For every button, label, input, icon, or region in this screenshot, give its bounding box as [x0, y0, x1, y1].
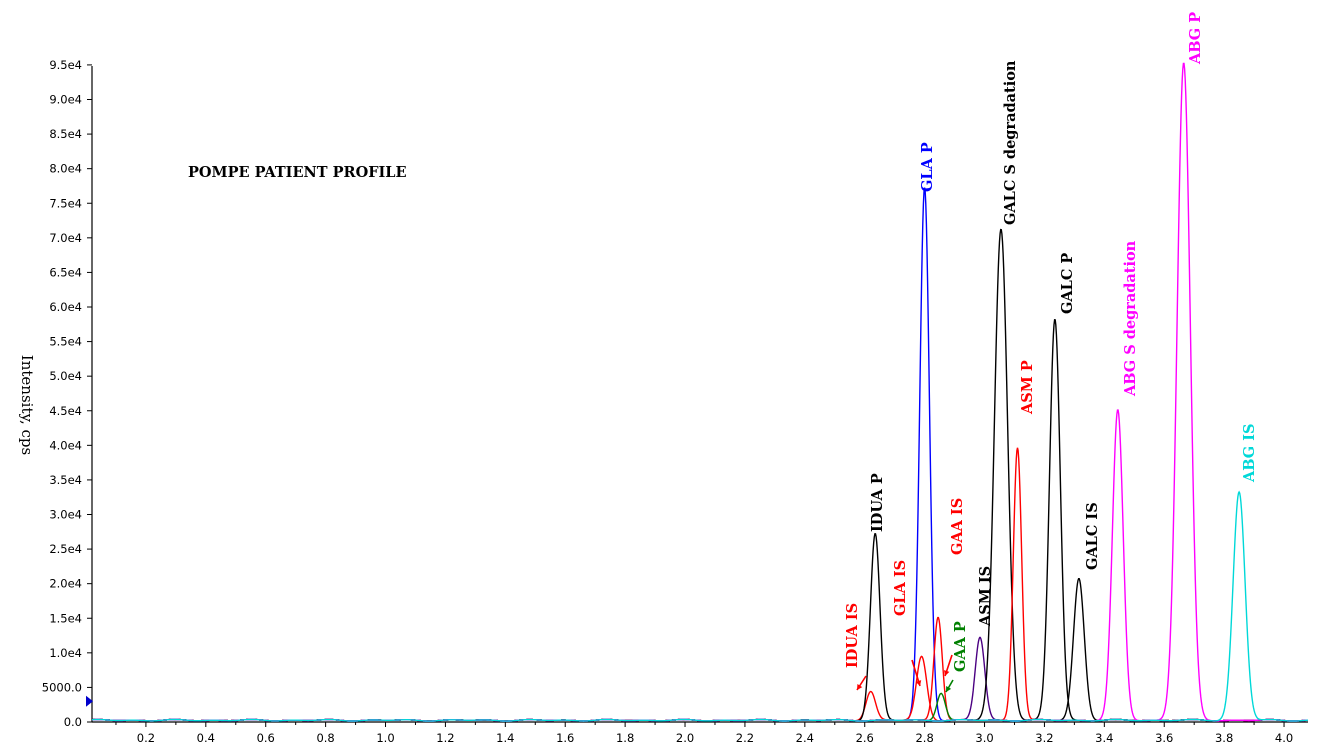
annotation-gla-is: GLA IS [892, 560, 909, 616]
y-tick-label: 7.0e4 [49, 231, 82, 245]
x-tick-label: 0.8 [316, 731, 334, 745]
series-lines [92, 62, 1308, 722]
y-tick-label: 3.0e4 [49, 508, 82, 522]
y-tick-label: 3.5e4 [49, 473, 82, 487]
x-tick-label: 1.2 [436, 731, 454, 745]
x-tick-label: 1.0 [376, 731, 394, 745]
x-tick-label: 0.2 [137, 731, 155, 745]
annotation-arrows [856, 654, 954, 693]
x-tick-label: 3.0 [975, 731, 993, 745]
series-line-gaa-p [92, 692, 1308, 722]
y-tick-label: 1.0e4 [49, 646, 82, 660]
x-tick-label: 0.4 [197, 731, 215, 745]
annotation-galc-s-degradation: GALC S degradation [1002, 60, 1019, 225]
annotation-arrowhead [857, 684, 863, 690]
y-axis-ticks: 0.0 5000.0 1.0e4 1.5e4 2.0e4 2.5e4 3.0e4 3.5e4 4… [42, 58, 92, 729]
series-line-idua-is [92, 690, 1308, 722]
annotation-asm-p: ASM P [1019, 360, 1036, 415]
annotation-idua-p: IDUA P [869, 473, 886, 532]
chart-title: POMPE PATIENT PROFILE [188, 164, 407, 181]
series-line-abg-s-degradation [92, 409, 1308, 722]
y-tick-label: 9.5e4 [49, 58, 82, 72]
series-line-abg-is [92, 490, 1308, 722]
y-axis-marker [86, 695, 93, 707]
x-tick-label: 3.2 [1035, 731, 1053, 745]
peak-annotations: IDUA IS IDUA P GLA P GLA IS GAA IS GAA P ASM I… [844, 12, 1258, 672]
y-tick-label: 8.5e4 [49, 127, 82, 141]
annotation-abg-p: ABG P [1187, 12, 1204, 65]
y-tick-label: 1.5e4 [49, 611, 82, 625]
x-tick-label: 2.2 [736, 731, 754, 745]
annotation-galc-is: GALC IS [1084, 502, 1101, 570]
annotation-gaa-is: GAA IS [949, 498, 966, 555]
y-tick-label: 0.0 [64, 715, 82, 729]
x-tick-label: 1.8 [616, 731, 634, 745]
axes [86, 66, 1308, 723]
x-tick-label: 2.8 [915, 731, 933, 745]
y-tick-label: 5.0e4 [49, 369, 82, 383]
series-line-gla-is [92, 655, 1308, 722]
x-tick-label: 3.6 [1155, 731, 1173, 745]
annotation-idua-is: IDUA IS [844, 603, 861, 668]
y-tick-label: 7.5e4 [49, 196, 82, 210]
series-line-asm-p [92, 447, 1308, 722]
y-tick-label: 6.5e4 [49, 265, 82, 279]
x-tick-label: 1.6 [556, 731, 574, 745]
y-axis-label: Intensity, cps [18, 355, 36, 455]
y-tick-label: 4.0e4 [49, 438, 82, 452]
y-tick-label: 2.0e4 [49, 577, 82, 591]
x-tick-label: 2.4 [796, 731, 814, 745]
annotation-galc-p: GALC P [1059, 253, 1076, 314]
annotation-abg-s-degradation: ABG S degradation [1122, 240, 1139, 397]
annotation-arrowhead [946, 686, 952, 692]
y-tick-label: 4.5e4 [49, 404, 82, 418]
x-tick-label: 2.6 [856, 731, 874, 745]
x-tick-label: 4.0 [1275, 731, 1293, 745]
x-tick-label: 1.4 [496, 731, 514, 745]
annotation-abg-is: ABG IS [1241, 424, 1258, 483]
x-axis-ticks: 0.2 0.4 0.6 0.8 1.0 1.2 1.4 1.6 1.8 2.0 2.2 2.4 2.6 2… [115, 722, 1293, 745]
annotation-asm-is: ASM IS [977, 566, 994, 627]
annotation-arrowhead [915, 680, 922, 686]
x-tick-label: 2.0 [676, 731, 694, 745]
series-line-asm-is [92, 636, 1308, 722]
series-line-gaa-is [92, 616, 1308, 722]
y-tick-label: 6.0e4 [49, 300, 82, 314]
y-tick-label: 8.0e4 [49, 162, 82, 176]
x-tick-label: 3.8 [1215, 731, 1233, 745]
x-tick-label: 3.4 [1095, 731, 1113, 745]
annotation-gla-p: GLA P [919, 142, 936, 192]
y-tick-label: 5000.0 [42, 680, 82, 694]
annotation-arrowhead [943, 670, 950, 676]
y-tick-label: 2.5e4 [49, 542, 82, 556]
annotation-gaa-p: GAA P [952, 621, 969, 672]
y-tick-label: 9.0e4 [49, 93, 82, 107]
x-tick-label: 0.6 [257, 731, 275, 745]
y-tick-label: 5.5e4 [49, 335, 82, 349]
